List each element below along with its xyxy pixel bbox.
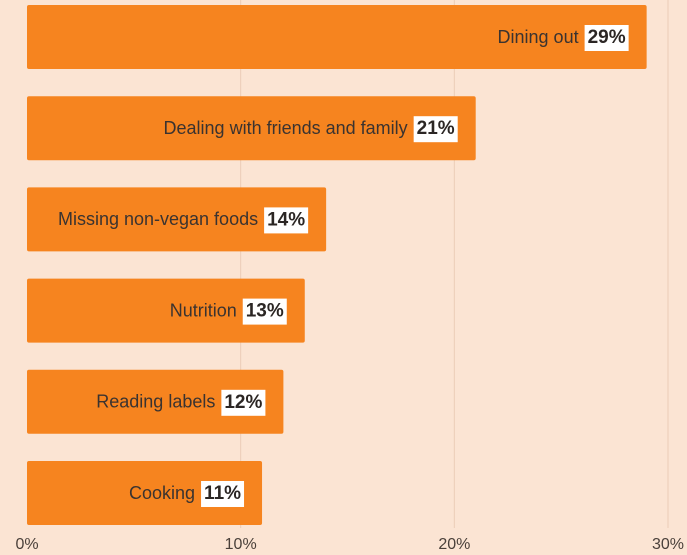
value-label: 21%: [417, 118, 455, 139]
value-label: 12%: [224, 392, 262, 413]
value-label: 11%: [204, 483, 241, 504]
bar: [27, 278, 305, 343]
bar: [27, 187, 327, 252]
value-box: [242, 298, 287, 325]
bar-label: Dining out: [498, 27, 579, 47]
x-tick-label: 30%: [652, 536, 684, 553]
bar-label: Missing non-vegan foods: [58, 209, 258, 229]
x-tick-label: 20%: [438, 536, 470, 553]
value-label: 29%: [588, 27, 626, 48]
value-label: 14%: [267, 209, 305, 230]
value-box: [201, 481, 245, 507]
bar: [27, 96, 476, 161]
bar: [27, 369, 284, 434]
value-box: [221, 389, 266, 416]
bar-label: Cooking: [129, 483, 195, 503]
bar: [27, 461, 263, 525]
bar: [27, 5, 647, 69]
bar-label: Nutrition: [170, 300, 237, 320]
x-tick-label: 0%: [15, 536, 38, 553]
value-box: [264, 207, 309, 234]
x-tick-label: 10%: [225, 536, 257, 553]
value-box: [413, 116, 458, 143]
value-label: 13%: [246, 301, 284, 322]
value-box: [584, 25, 629, 51]
bar-label: Dealing with friends and family: [164, 118, 408, 138]
bar-label: Reading labels: [96, 392, 215, 412]
